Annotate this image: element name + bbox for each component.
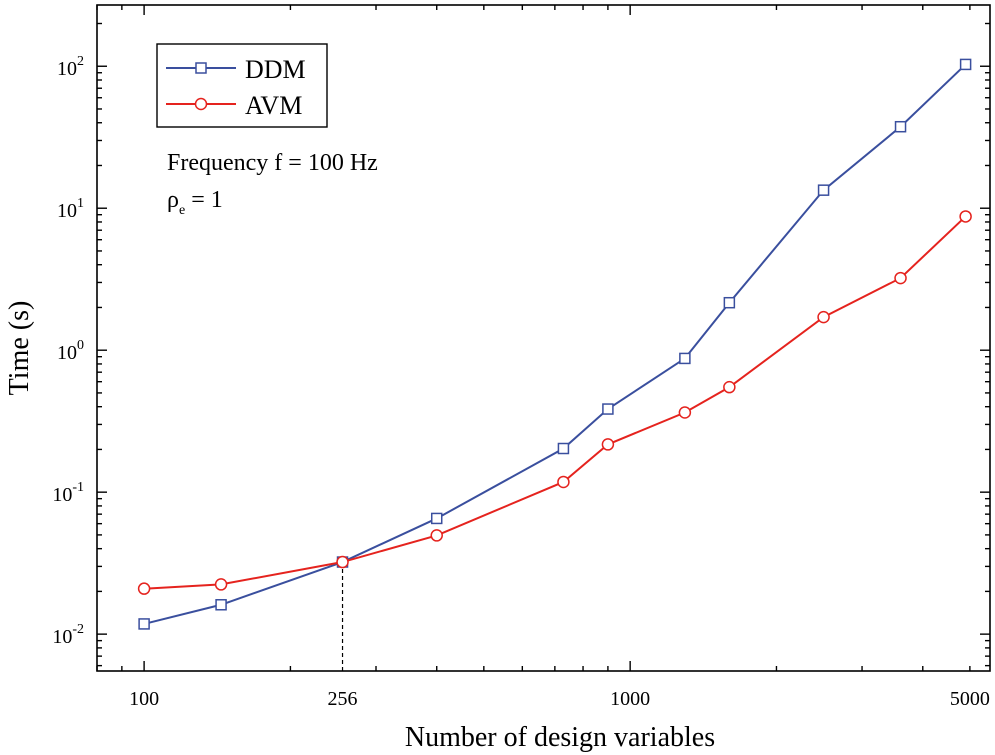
y-tick-label: 100	[57, 338, 84, 364]
series-line-avm	[144, 215, 967, 590]
series-layer	[137, 58, 972, 630]
y-tick-label: 102	[57, 54, 84, 80]
legend: DDM AVM	[156, 43, 328, 128]
x-tick-labels: 100 256 1000 5000	[129, 688, 990, 710]
y-tick-label: 10-1	[52, 480, 84, 506]
y-axis-title: Time (s)	[4, 301, 35, 396]
data-point-ddm	[894, 120, 907, 133]
data-point-avm	[137, 582, 151, 595]
density-annotation: ρe = 1	[167, 187, 223, 218]
data-point-avm	[336, 555, 349, 569]
data-point-ddm	[959, 58, 972, 71]
data-point-avm	[817, 310, 830, 324]
legend-label-avm: AVM	[245, 91, 302, 120]
frequency-annotation: Frequency f = 100 Hz	[167, 150, 378, 176]
density-value: = 1	[185, 187, 223, 213]
y-tick-label: 10-2	[52, 622, 84, 648]
x-axis-title: Number of design variables	[405, 722, 715, 753]
series-line-ddm	[143, 63, 967, 625]
axis-ticks	[96, 5, 990, 671]
x-tick-label: 100	[129, 688, 159, 710]
data-point-ddm	[138, 618, 150, 630]
y-tick-labels: 10-2 10-1 100 101 102	[52, 54, 84, 648]
data-point-avm	[214, 578, 228, 591]
data-point-ddm	[679, 352, 691, 365]
plot-frame	[96, 4, 991, 672]
legend-marker-avm	[194, 97, 208, 111]
density-subscript: e	[179, 203, 185, 218]
data-point-ddm	[215, 599, 227, 611]
legend-label-ddm: DDM	[245, 55, 306, 84]
data-point-avm	[430, 529, 443, 542]
x-tick-label: 5000	[950, 688, 990, 710]
data-point-ddm	[557, 442, 570, 455]
data-point-avm	[959, 210, 972, 223]
data-point-ddm	[723, 296, 736, 309]
data-point-avm	[601, 438, 615, 451]
data-point-avm	[894, 271, 907, 285]
x-tick-label: 256	[328, 688, 358, 710]
legend-box	[156, 43, 328, 128]
x-tick-label: 1000	[610, 688, 650, 710]
data-point-ddm	[602, 403, 614, 415]
legend-marker-ddm	[195, 62, 207, 74]
data-point-avm	[557, 475, 570, 489]
data-point-ddm	[430, 512, 443, 525]
y-tick-label: 101	[57, 196, 84, 222]
data-point-avm	[723, 380, 736, 394]
data-point-ddm	[817, 184, 830, 196]
density-symbol: ρ	[167, 187, 179, 213]
data-point-avm	[678, 406, 692, 419]
